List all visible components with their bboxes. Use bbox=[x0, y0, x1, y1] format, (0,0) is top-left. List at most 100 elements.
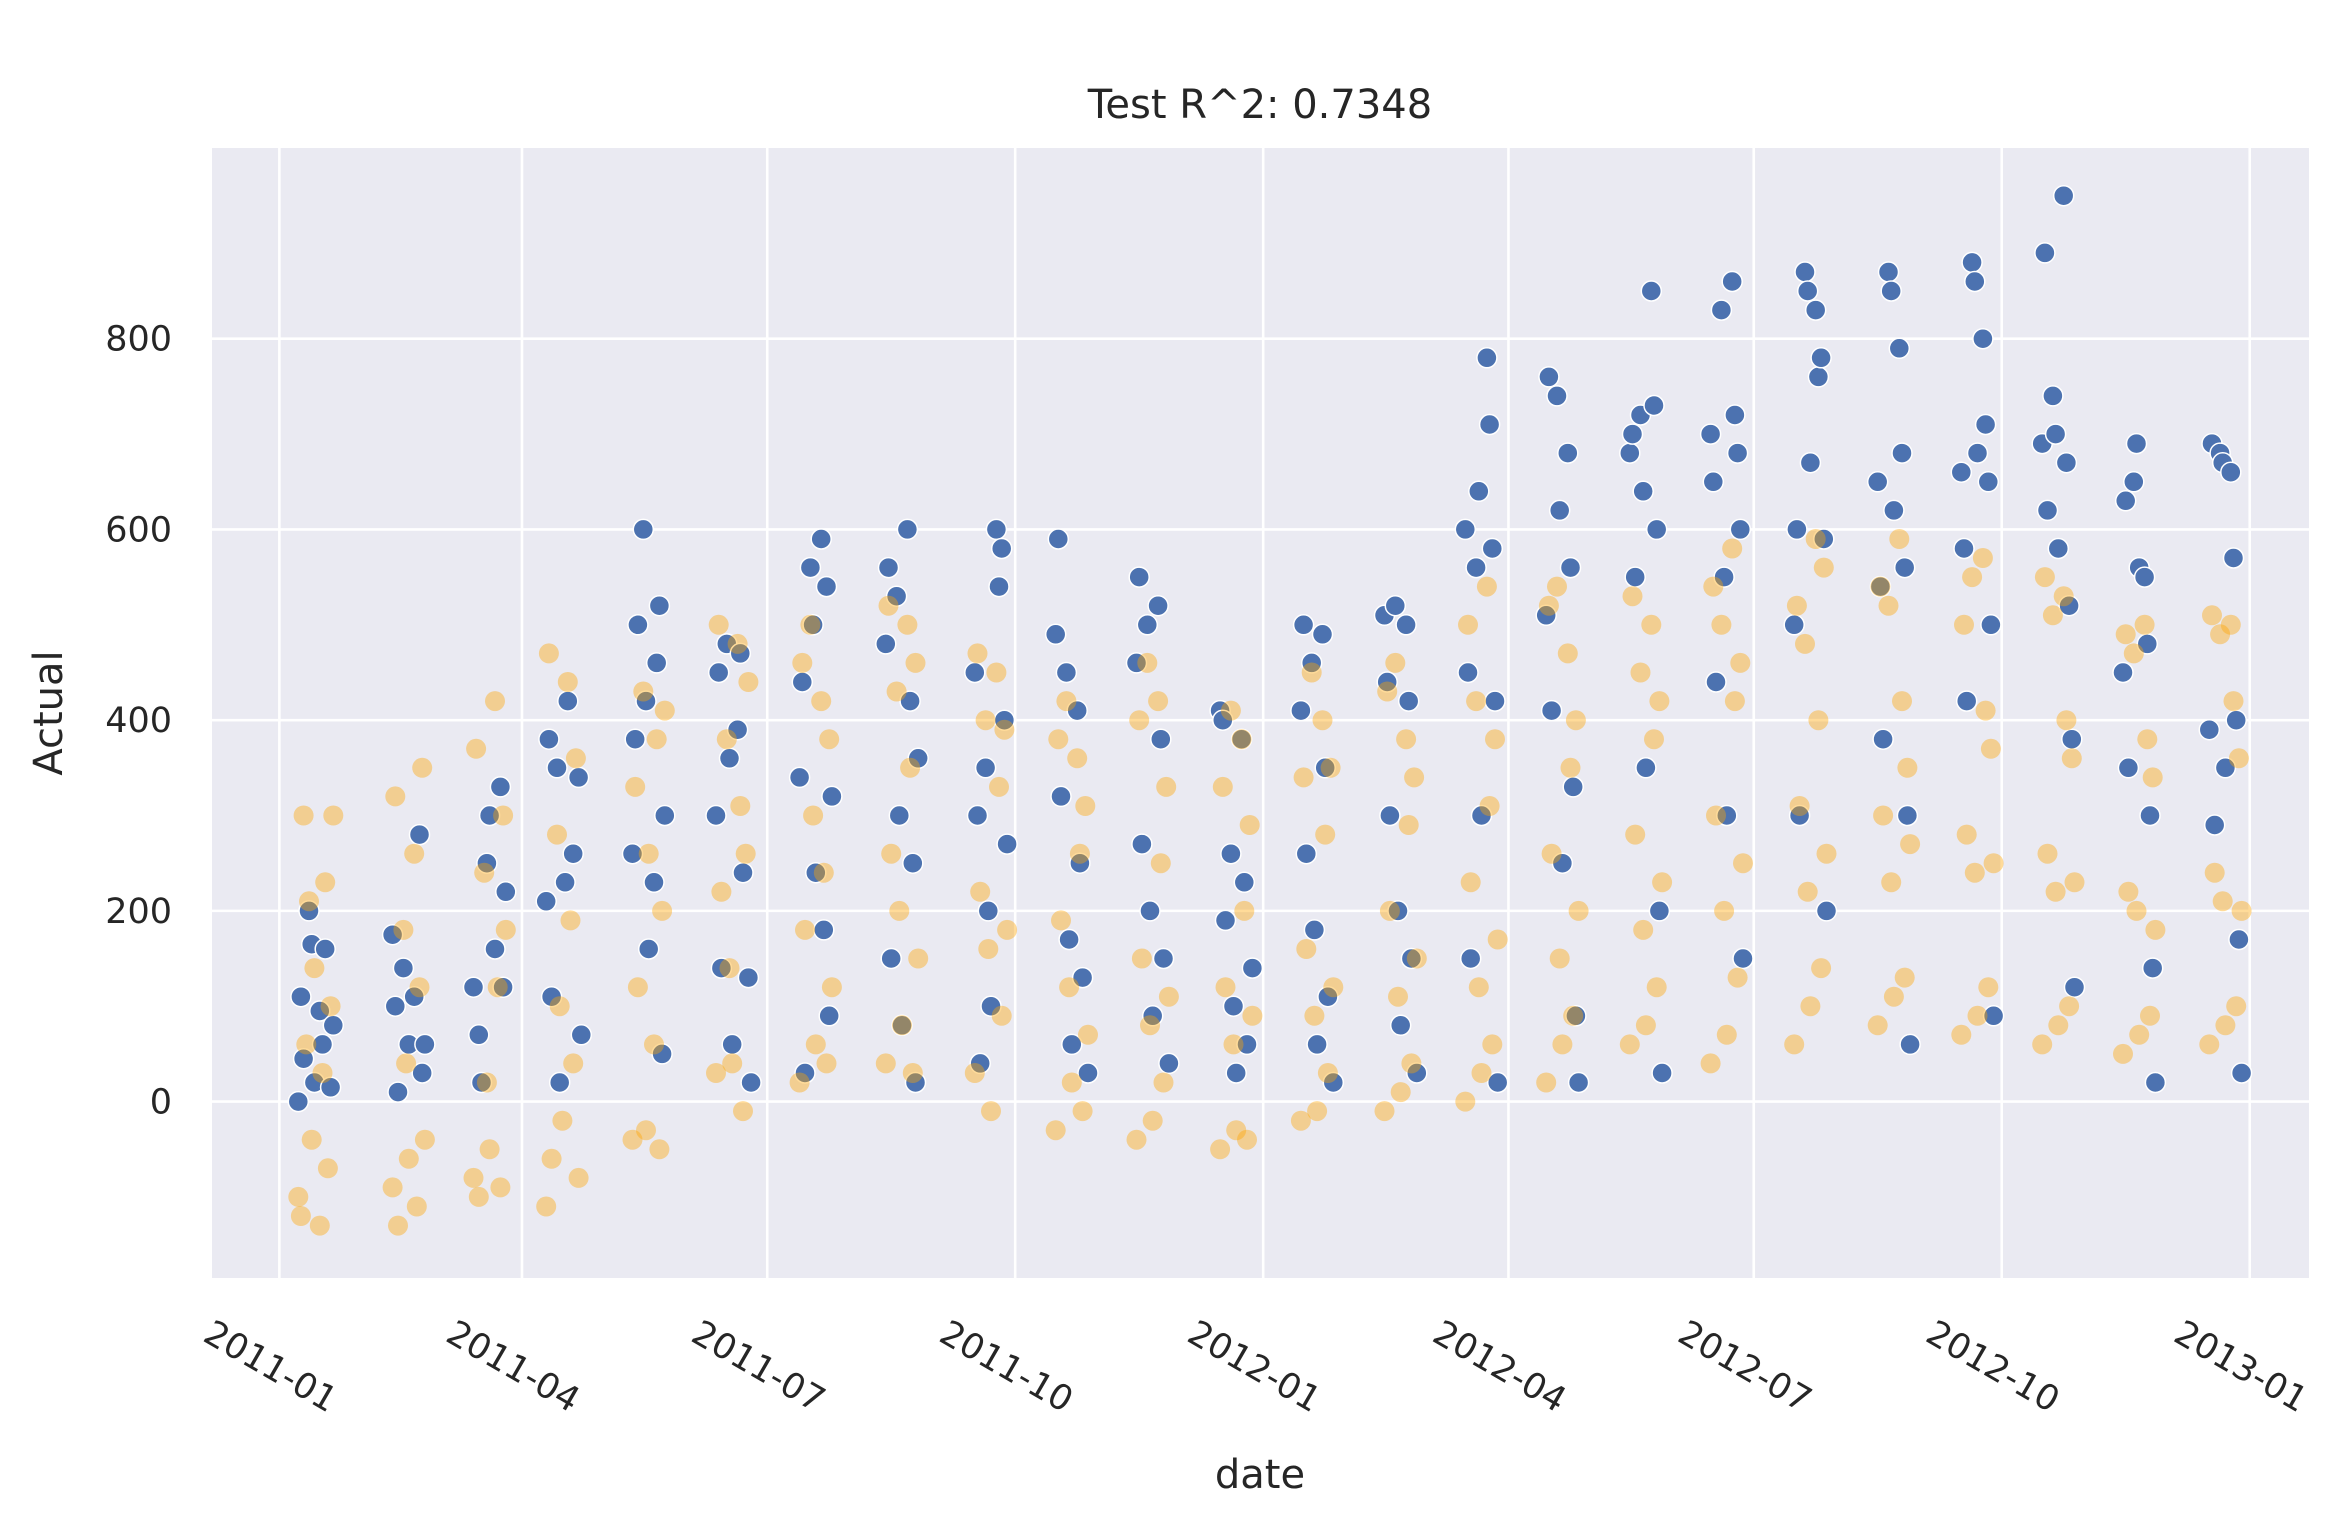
data-points bbox=[287, 184, 2253, 1236]
data-point bbox=[1158, 1052, 1180, 1075]
data-point bbox=[1649, 691, 1670, 712]
data-point bbox=[1541, 843, 1562, 864]
data-point bbox=[1458, 614, 1478, 635]
data-point bbox=[1883, 499, 1905, 522]
data-point bbox=[1237, 1129, 1257, 1150]
data-point bbox=[654, 804, 676, 827]
data-point bbox=[811, 691, 832, 712]
data-point bbox=[2117, 757, 2140, 779]
data-point bbox=[1896, 804, 1919, 827]
data-point bbox=[2126, 900, 2147, 921]
data-point bbox=[1706, 805, 1726, 826]
data-point bbox=[1045, 1120, 1066, 1141]
data-point bbox=[388, 1215, 408, 1236]
data-point bbox=[1784, 1034, 1805, 1055]
data-point bbox=[2136, 633, 2159, 655]
data-point bbox=[1635, 1015, 1656, 1036]
data-point bbox=[1797, 881, 1818, 902]
data-point bbox=[900, 757, 921, 778]
data-point bbox=[654, 700, 675, 721]
data-point bbox=[977, 900, 1000, 922]
data-point bbox=[1212, 709, 1234, 731]
data-point bbox=[708, 614, 729, 635]
data-point bbox=[1406, 948, 1427, 969]
data-point bbox=[2118, 881, 2139, 902]
data-point bbox=[309, 1000, 331, 1022]
data-point bbox=[978, 939, 999, 959]
data-point bbox=[1401, 1053, 1422, 1074]
data-point bbox=[878, 595, 899, 616]
data-point bbox=[1954, 614, 1974, 635]
data-point bbox=[1071, 966, 1094, 989]
data-point bbox=[816, 1053, 837, 1074]
data-point bbox=[557, 672, 578, 692]
data-point bbox=[799, 556, 822, 579]
data-point bbox=[1808, 710, 1829, 731]
data-point bbox=[288, 1186, 309, 1207]
data-point bbox=[875, 1053, 896, 1074]
data-point bbox=[632, 518, 655, 541]
data-point bbox=[2058, 594, 2080, 617]
data-point bbox=[2125, 432, 2148, 455]
data-point bbox=[1307, 1101, 1328, 1122]
data-point bbox=[880, 947, 902, 970]
data-point bbox=[1565, 710, 1586, 731]
data-point bbox=[552, 1110, 573, 1131]
data-point bbox=[1547, 576, 1567, 597]
data-point bbox=[985, 518, 1008, 541]
data-point bbox=[1406, 1062, 1428, 1084]
data-point bbox=[492, 976, 514, 998]
data-point bbox=[1619, 1034, 1640, 1055]
data-point bbox=[293, 805, 314, 826]
data-point bbox=[1075, 796, 1096, 816]
data-point bbox=[1077, 1062, 1099, 1084]
data-point bbox=[548, 1071, 571, 1094]
data-point bbox=[1320, 757, 1341, 778]
data-point bbox=[1476, 576, 1497, 597]
data-point bbox=[645, 652, 668, 674]
data-point bbox=[986, 662, 1007, 683]
data-point bbox=[1457, 661, 1479, 684]
data-point bbox=[1982, 1005, 2005, 1027]
data-point bbox=[1893, 556, 1916, 579]
data-point bbox=[1652, 872, 1673, 893]
data-point bbox=[1869, 575, 1892, 598]
data-point bbox=[638, 843, 659, 864]
data-point bbox=[970, 881, 991, 902]
data-point bbox=[1811, 958, 1832, 979]
data-point bbox=[2123, 471, 2145, 493]
data-point bbox=[1210, 1139, 1231, 1160]
grid-lines bbox=[212, 148, 2309, 1278]
y-axis-label: Actual bbox=[26, 650, 72, 775]
data-point bbox=[1962, 567, 1983, 588]
data-point bbox=[718, 747, 741, 770]
data-point bbox=[2055, 451, 2078, 474]
data-point bbox=[990, 537, 1013, 560]
data-point bbox=[907, 747, 929, 770]
data-point bbox=[1632, 480, 1654, 503]
data-point bbox=[1303, 919, 1326, 941]
data-point bbox=[1796, 280, 1819, 302]
data-point bbox=[541, 1148, 562, 1169]
data-point bbox=[1066, 699, 1088, 722]
data-point bbox=[476, 852, 498, 874]
data-point bbox=[1397, 690, 1420, 712]
data-point bbox=[888, 804, 911, 827]
data-point bbox=[789, 1072, 810, 1093]
data-point bbox=[904, 1071, 927, 1094]
data-point bbox=[891, 1014, 913, 1037]
data-point bbox=[493, 805, 514, 826]
data-point bbox=[899, 690, 921, 712]
data-point bbox=[738, 672, 759, 692]
data-point bbox=[905, 652, 926, 673]
data-point bbox=[2137, 729, 2158, 750]
data-point bbox=[1471, 1063, 1492, 1083]
data-point bbox=[1389, 1014, 1412, 1037]
data-point bbox=[788, 766, 811, 789]
data-point bbox=[1140, 1015, 1160, 1036]
data-point bbox=[474, 862, 495, 883]
data-point bbox=[1881, 872, 1902, 893]
data-point bbox=[648, 594, 671, 617]
data-point bbox=[1220, 842, 1242, 865]
data-point bbox=[1306, 1033, 1328, 1056]
